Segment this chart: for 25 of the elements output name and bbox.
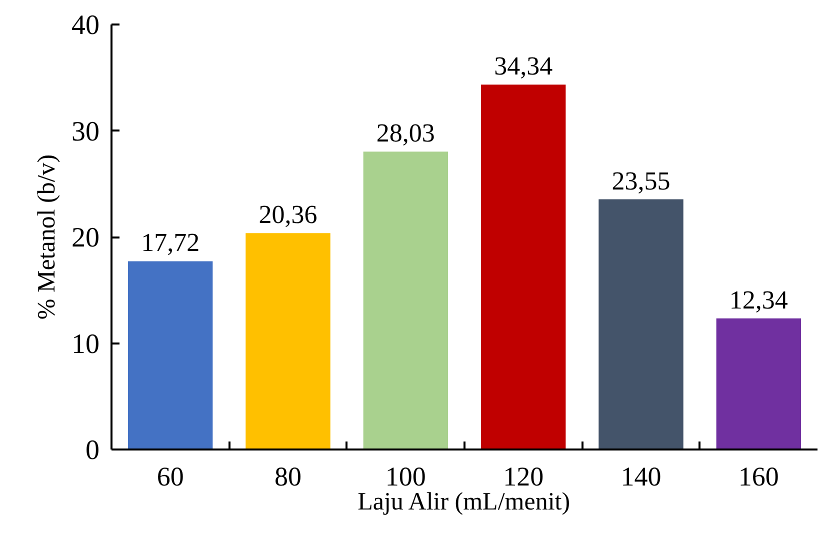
bar xyxy=(128,261,213,450)
bar xyxy=(716,318,802,450)
bar xyxy=(480,84,566,450)
x-tick-label: 60 xyxy=(156,462,184,492)
x-tick-label: 80 xyxy=(274,462,302,492)
y-tick-label: 0 xyxy=(86,435,100,466)
y-tick-label: 20 xyxy=(72,222,100,254)
data-label: 34,34 xyxy=(494,52,553,81)
bar xyxy=(598,199,684,450)
x-axis-title: Laju Alir (mL/menit) xyxy=(358,488,570,516)
data-label: 20,36 xyxy=(258,200,318,230)
y-tick-label: 30 xyxy=(72,116,100,148)
data-label: 23,55 xyxy=(612,166,670,196)
y-axis-title: % Metanol (b/v) xyxy=(34,154,60,320)
y-tick-label: 40 xyxy=(72,10,100,41)
bar xyxy=(246,233,330,450)
data-label: 17,72 xyxy=(141,228,200,258)
data-label: 12,34 xyxy=(729,285,788,314)
x-tick-label: 140 xyxy=(620,462,662,492)
x-tick-label: 100 xyxy=(385,462,426,492)
bar xyxy=(363,152,448,450)
x-tick-label: 120 xyxy=(503,462,544,492)
x-tick-label: 160 xyxy=(738,462,779,492)
y-tick-label: 10 xyxy=(72,328,100,360)
data-label: 28,03 xyxy=(376,118,435,148)
